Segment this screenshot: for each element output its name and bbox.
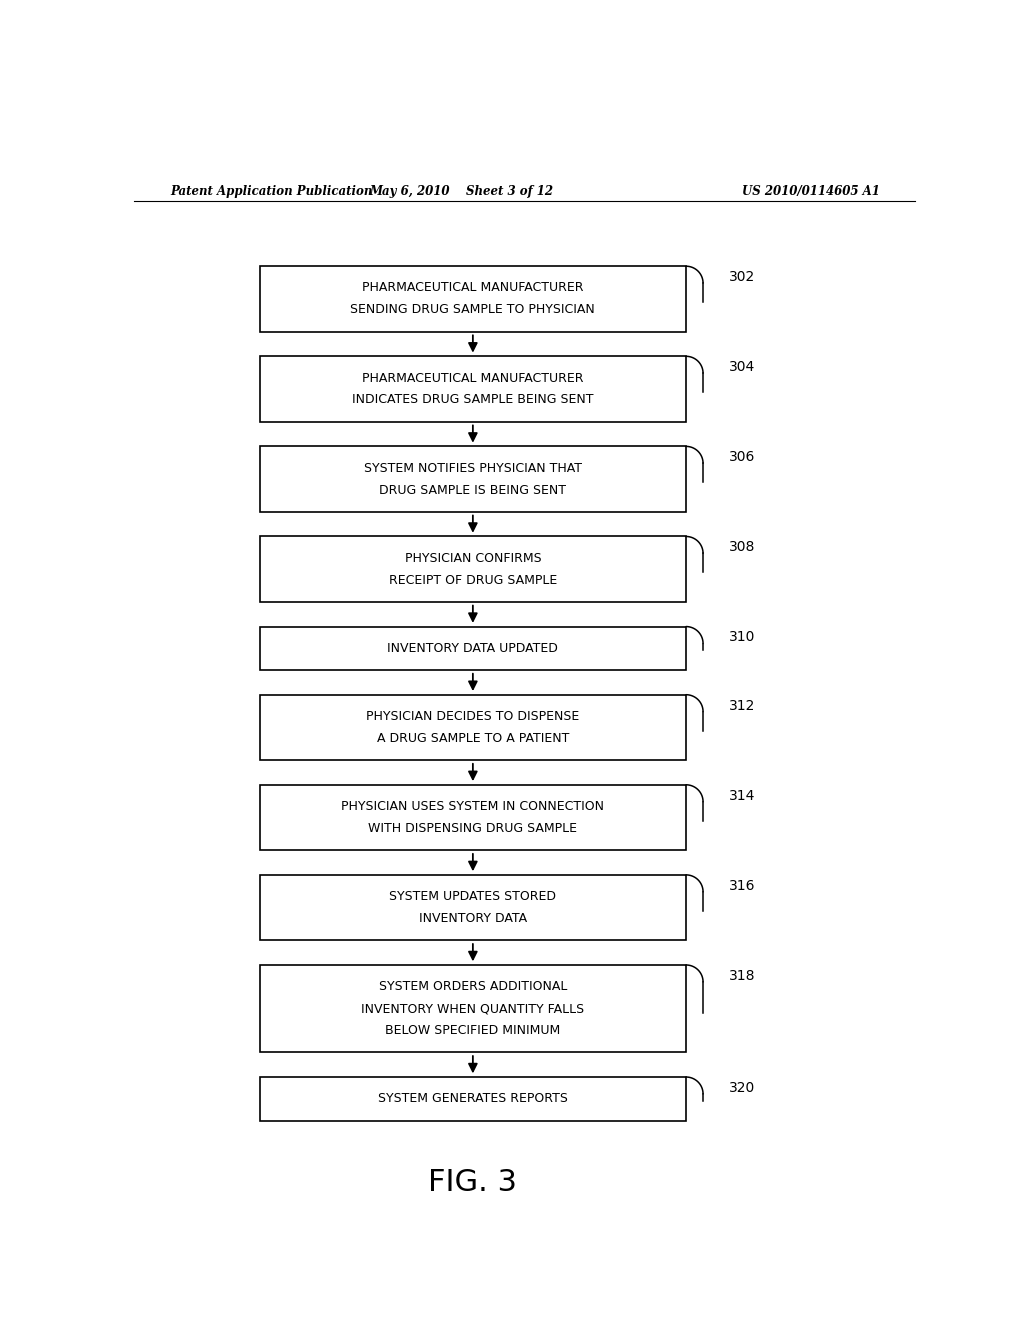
Bar (260, 965, 686, 1052)
Text: DRUG SAMPLE IS BEING SENT: DRUG SAMPLE IS BEING SENT (379, 483, 566, 496)
Bar (260, 356, 686, 422)
Text: INVENTORY DATA: INVENTORY DATA (419, 912, 527, 925)
Bar (260, 446, 686, 512)
Bar (260, 1077, 686, 1121)
Text: PHYSICIAN DECIDES TO DISPENSE: PHYSICIAN DECIDES TO DISPENSE (367, 710, 580, 723)
Text: 308: 308 (729, 540, 755, 554)
Text: 316: 316 (729, 879, 755, 892)
Text: BELOW SPECIFIED MINIMUM: BELOW SPECIFIED MINIMUM (385, 1024, 560, 1038)
Text: US 2010/0114605 A1: US 2010/0114605 A1 (741, 185, 880, 198)
Bar (260, 536, 686, 602)
Text: PHYSICIAN USES SYSTEM IN CONNECTION: PHYSICIAN USES SYSTEM IN CONNECTION (341, 800, 604, 813)
Text: INVENTORY DATA UPDATED: INVENTORY DATA UPDATED (387, 642, 558, 655)
Text: WITH DISPENSING DRUG SAMPLE: WITH DISPENSING DRUG SAMPLE (369, 822, 578, 836)
Text: Patent Application Publication: Patent Application Publication (171, 185, 373, 198)
Text: SENDING DRUG SAMPLE TO PHYSICIAN: SENDING DRUG SAMPLE TO PHYSICIAN (350, 304, 595, 317)
Text: 304: 304 (729, 360, 755, 374)
Text: SYSTEM ORDERS ADDITIONAL: SYSTEM ORDERS ADDITIONAL (379, 981, 567, 993)
Bar (260, 627, 686, 671)
Text: 310: 310 (729, 631, 755, 644)
Text: A DRUG SAMPLE TO A PATIENT: A DRUG SAMPLE TO A PATIENT (377, 731, 569, 744)
Text: FIG. 3: FIG. 3 (428, 1168, 517, 1197)
Text: PHARMACEUTICAL MANUFACTURER: PHARMACEUTICAL MANUFACTURER (362, 281, 584, 294)
Text: May 6, 2010    Sheet 3 of 12: May 6, 2010 Sheet 3 of 12 (370, 185, 553, 198)
Text: 312: 312 (729, 698, 755, 713)
Bar (260, 875, 686, 940)
Text: 320: 320 (729, 1081, 755, 1094)
Bar (260, 785, 686, 850)
Text: 302: 302 (729, 271, 755, 284)
Text: RECEIPT OF DRUG SAMPLE: RECEIPT OF DRUG SAMPLE (389, 574, 557, 586)
Text: 306: 306 (729, 450, 755, 465)
Text: INVENTORY WHEN QUANTITY FALLS: INVENTORY WHEN QUANTITY FALLS (361, 1002, 585, 1015)
Bar (260, 267, 686, 331)
Text: SYSTEM GENERATES REPORTS: SYSTEM GENERATES REPORTS (378, 1092, 568, 1105)
Text: PHARMACEUTICAL MANUFACTURER: PHARMACEUTICAL MANUFACTURER (362, 371, 584, 384)
Bar (260, 694, 686, 760)
Text: 318: 318 (729, 969, 755, 983)
Text: SYSTEM NOTIFIES PHYSICIAN THAT: SYSTEM NOTIFIES PHYSICIAN THAT (364, 462, 582, 475)
Text: 314: 314 (729, 788, 755, 803)
Text: INDICATES DRUG SAMPLE BEING SENT: INDICATES DRUG SAMPLE BEING SENT (352, 393, 594, 407)
Text: PHYSICIAN CONFIRMS: PHYSICIAN CONFIRMS (404, 552, 542, 565)
Text: SYSTEM UPDATES STORED: SYSTEM UPDATES STORED (389, 890, 556, 903)
